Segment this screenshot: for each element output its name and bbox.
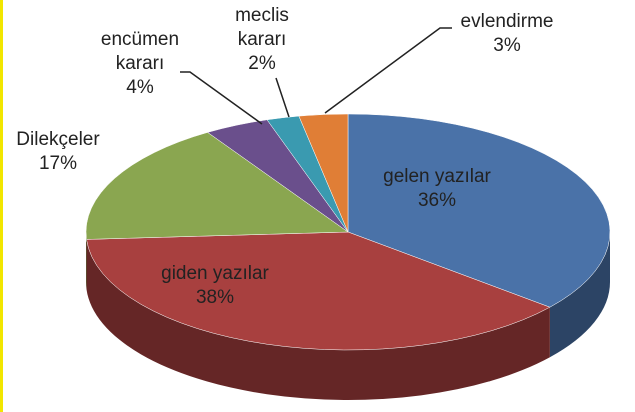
category-label: gelen yazılar: [383, 166, 491, 187]
percent-label: 3%: [493, 35, 521, 56]
data-label: Dilekçeler 17%: [3, 128, 113, 176]
percent-label: 36%: [417, 190, 457, 211]
category-label: meclis kararı: [235, 5, 289, 50]
pie-side: [86, 239, 550, 400]
category-label: encümen kararı: [100, 29, 180, 74]
pie: [85, 113, 611, 400]
percent-label: 17%: [38, 153, 78, 174]
percent-label: 2%: [248, 53, 276, 74]
pie-slice: [85, 132, 349, 240]
data-label: meclis kararı 2%: [227, 4, 297, 76]
pie-slice: [298, 113, 349, 233]
leader-line: [324, 27, 452, 114]
data-label: evlendirme 3%: [460, 10, 554, 58]
left-border: [0, 0, 3, 412]
data-label: encümen kararı 4%: [85, 28, 195, 100]
pie-side: [86, 232, 87, 290]
percent-label: 38%: [195, 287, 235, 308]
data-label: gelen yazılar 36%: [382, 165, 492, 213]
category-label: evlendirme: [460, 11, 554, 32]
category-label: giden yazılar: [161, 263, 269, 284]
leader-line: [180, 71, 263, 125]
pie-slice: [347, 113, 611, 308]
data-label: giden yazılar 38%: [160, 262, 270, 310]
pie-side: [549, 232, 610, 358]
percent-label: 4%: [126, 77, 154, 98]
category-label: Dilekçeler: [16, 129, 100, 150]
pie-slice: [86, 231, 551, 351]
leader-line: [275, 77, 290, 118]
